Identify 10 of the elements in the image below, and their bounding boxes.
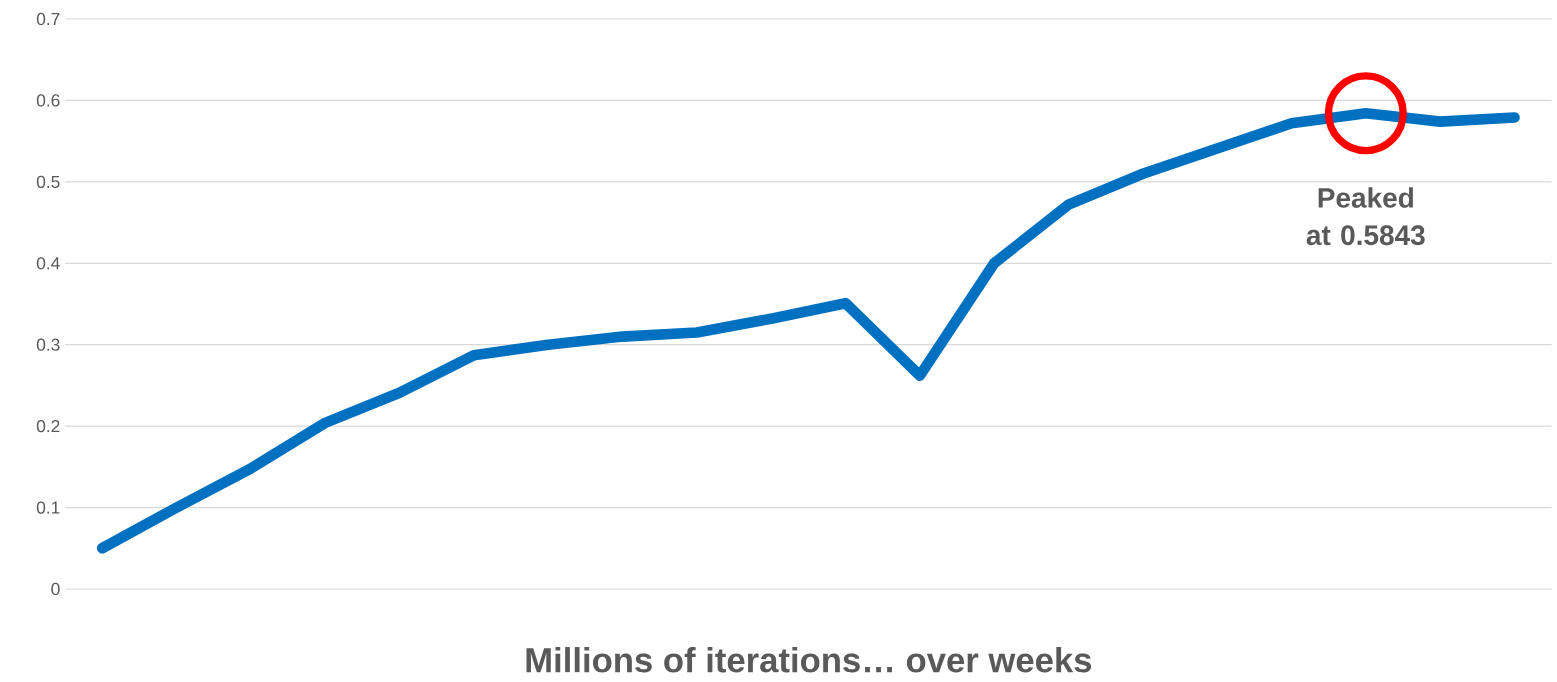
y-tick-label: 0 <box>51 582 60 596</box>
y-tick-label: 0.3 <box>36 338 60 351</box>
y-tick-label: 0.7 <box>36 12 60 26</box>
y-tick-label: 0.6 <box>36 94 60 107</box>
y-tick-label: 0.1 <box>36 501 60 514</box>
y-tick-label: 0.2 <box>36 419 60 433</box>
y-tick-label: 0.4 <box>36 257 60 270</box>
y-tick-label: 0.5 <box>36 175 60 188</box>
annotation: Peaked at 0.5843 <box>1306 187 1425 246</box>
x-axis-title: Millions of iterations… over weeks <box>526 647 1092 673</box>
